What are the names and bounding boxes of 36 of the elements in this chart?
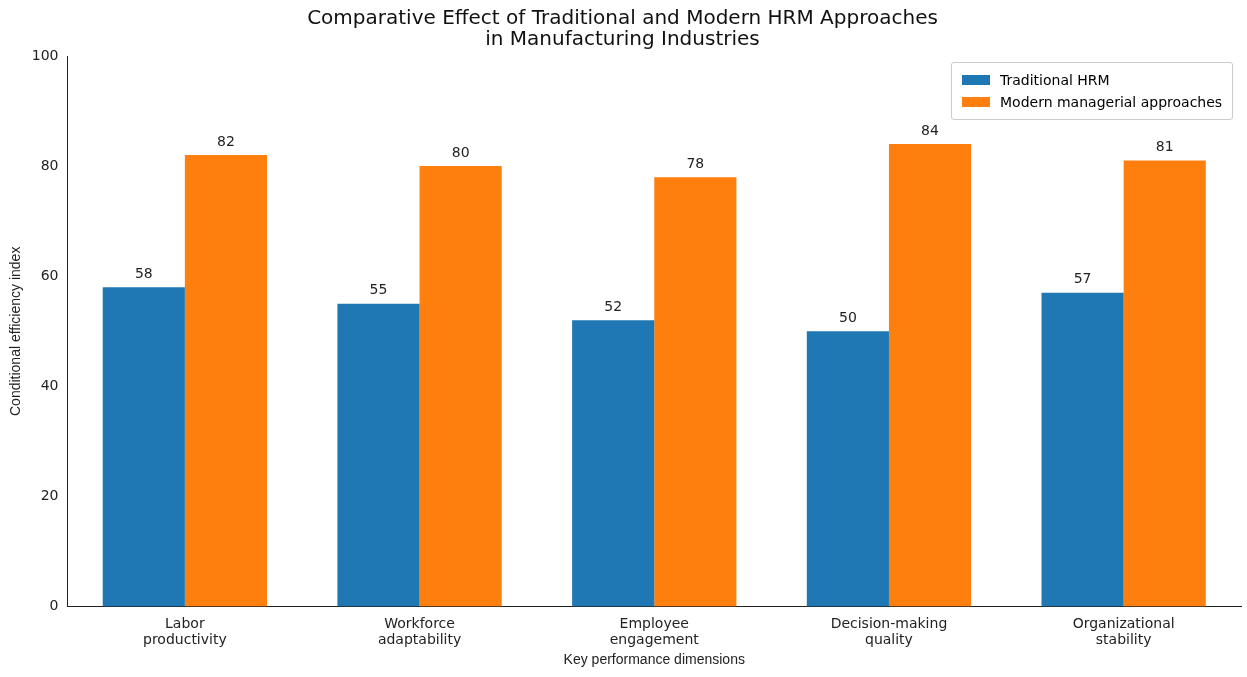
bar (572, 320, 655, 607)
bar (654, 177, 737, 607)
data-label: 52 (604, 297, 623, 314)
bar (419, 166, 502, 607)
bar (888, 144, 972, 607)
bar (1041, 292, 1124, 607)
bar (337, 303, 420, 607)
y-tick-label: 20 (40, 487, 59, 504)
data-label: 55 (369, 281, 388, 298)
x-axis-title: Key performance dimensions (563, 651, 745, 668)
y-axis-title: Conditional efficiency index (7, 246, 24, 416)
chart-title: Comparative Effect of Traditional and Modern HRM Approaches in Manufacturing Industries (307, 4, 938, 50)
bar (184, 155, 268, 607)
x-tick-label: Workforce adaptability (377, 614, 462, 648)
data-label: 82 (217, 132, 235, 149)
data-label: 84 (921, 121, 940, 138)
x-tick-label: Labor productivity (143, 614, 227, 648)
bar (1123, 160, 1206, 607)
legend-label: Traditional HRM (1000, 71, 1110, 90)
data-label: 50 (838, 308, 857, 325)
bar (806, 331, 889, 607)
data-label: 78 (686, 154, 705, 171)
data-label: 57 (1073, 270, 1092, 287)
x-tick-label: Employee engagement (609, 614, 700, 648)
x-tick-label: Decision-making quality (830, 614, 948, 648)
legend-label: Modern managerial approaches (1000, 93, 1223, 112)
y-tick-label: 80 (40, 156, 59, 173)
data-label: 58 (134, 264, 153, 281)
bar (102, 287, 185, 607)
data-label: 80 (451, 143, 470, 160)
y-tick-label: 0 (49, 597, 59, 614)
y-tick-label: 100 (31, 46, 59, 63)
y-tick-label: 40 (40, 377, 59, 393)
x-tick-label: Organizational stability (1072, 614, 1175, 648)
y-tick-label: 60 (40, 266, 59, 283)
data-label: 81 (1155, 138, 1174, 155)
